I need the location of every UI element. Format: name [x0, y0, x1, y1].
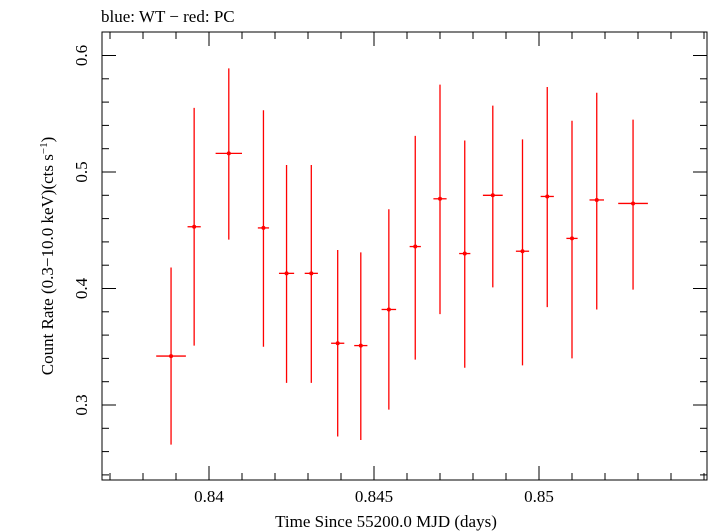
- plot-frame: [101, 31, 708, 481]
- y-tick-label: 0.6: [72, 45, 91, 66]
- data-marker: [284, 271, 289, 276]
- x-tick-labels: 0.84 0.845 0.85: [194, 487, 554, 506]
- data-marker: [386, 307, 391, 312]
- data-point: [566, 120, 578, 359]
- data-point: [187, 107, 201, 346]
- y-axis-label-close: ): [38, 137, 57, 143]
- data-point: [354, 252, 368, 440]
- minor-ticks: [102, 32, 707, 480]
- data-marker: [462, 251, 467, 256]
- data-point: [381, 209, 397, 410]
- data-marker: [570, 236, 574, 241]
- y-tick-label: 0.5: [72, 161, 91, 182]
- y-axis-label-main: Count Rate (0.3−10.0 keV)(cts s: [38, 154, 57, 375]
- data-point: [589, 92, 605, 310]
- data-marker: [438, 196, 442, 201]
- data-point: [257, 110, 270, 347]
- data-point: [304, 165, 318, 383]
- data-point: [618, 119, 648, 290]
- data-point: [278, 165, 295, 383]
- x-tick-label: 0.84: [194, 487, 224, 506]
- data-marker: [594, 197, 599, 202]
- x-tick-label: 0.85: [524, 487, 554, 506]
- data-point: [156, 267, 186, 445]
- data-point: [482, 105, 503, 288]
- data-marker: [520, 249, 525, 254]
- x-axis-label: Time Since 55200.0 MJD (days): [275, 512, 497, 531]
- data-point: [459, 140, 471, 368]
- data-point: [215, 68, 242, 240]
- x-tick-label: 0.845: [355, 487, 393, 506]
- data-marker: [226, 151, 231, 156]
- data-point: [540, 86, 554, 308]
- y-axis-label-exponent: −1: [38, 142, 50, 154]
- chart-title: blue: WT − red: PC: [101, 7, 235, 26]
- data-marker: [413, 244, 418, 249]
- data-marker: [261, 225, 266, 230]
- data-marker: [169, 354, 174, 359]
- data-marker: [490, 193, 495, 198]
- data-points: [156, 68, 648, 445]
- data-marker: [545, 194, 550, 199]
- major-ticks: [102, 32, 707, 480]
- data-point: [515, 139, 530, 366]
- data-marker: [192, 224, 197, 229]
- y-tick-label: 0.3: [72, 394, 91, 415]
- data-point: [331, 250, 345, 437]
- data-point: [433, 84, 447, 315]
- data-marker: [631, 201, 636, 206]
- data-point: [409, 135, 421, 360]
- y-tick-label: 0.4: [72, 277, 91, 299]
- y-tick-labels: 0.3 0.4 0.5 0.6: [72, 45, 91, 416]
- data-marker: [335, 341, 340, 346]
- data-marker: [358, 343, 363, 348]
- data-marker: [309, 271, 314, 276]
- y-axis-label: Count Rate (0.3−10.0 keV)(cts s−1): [38, 137, 57, 376]
